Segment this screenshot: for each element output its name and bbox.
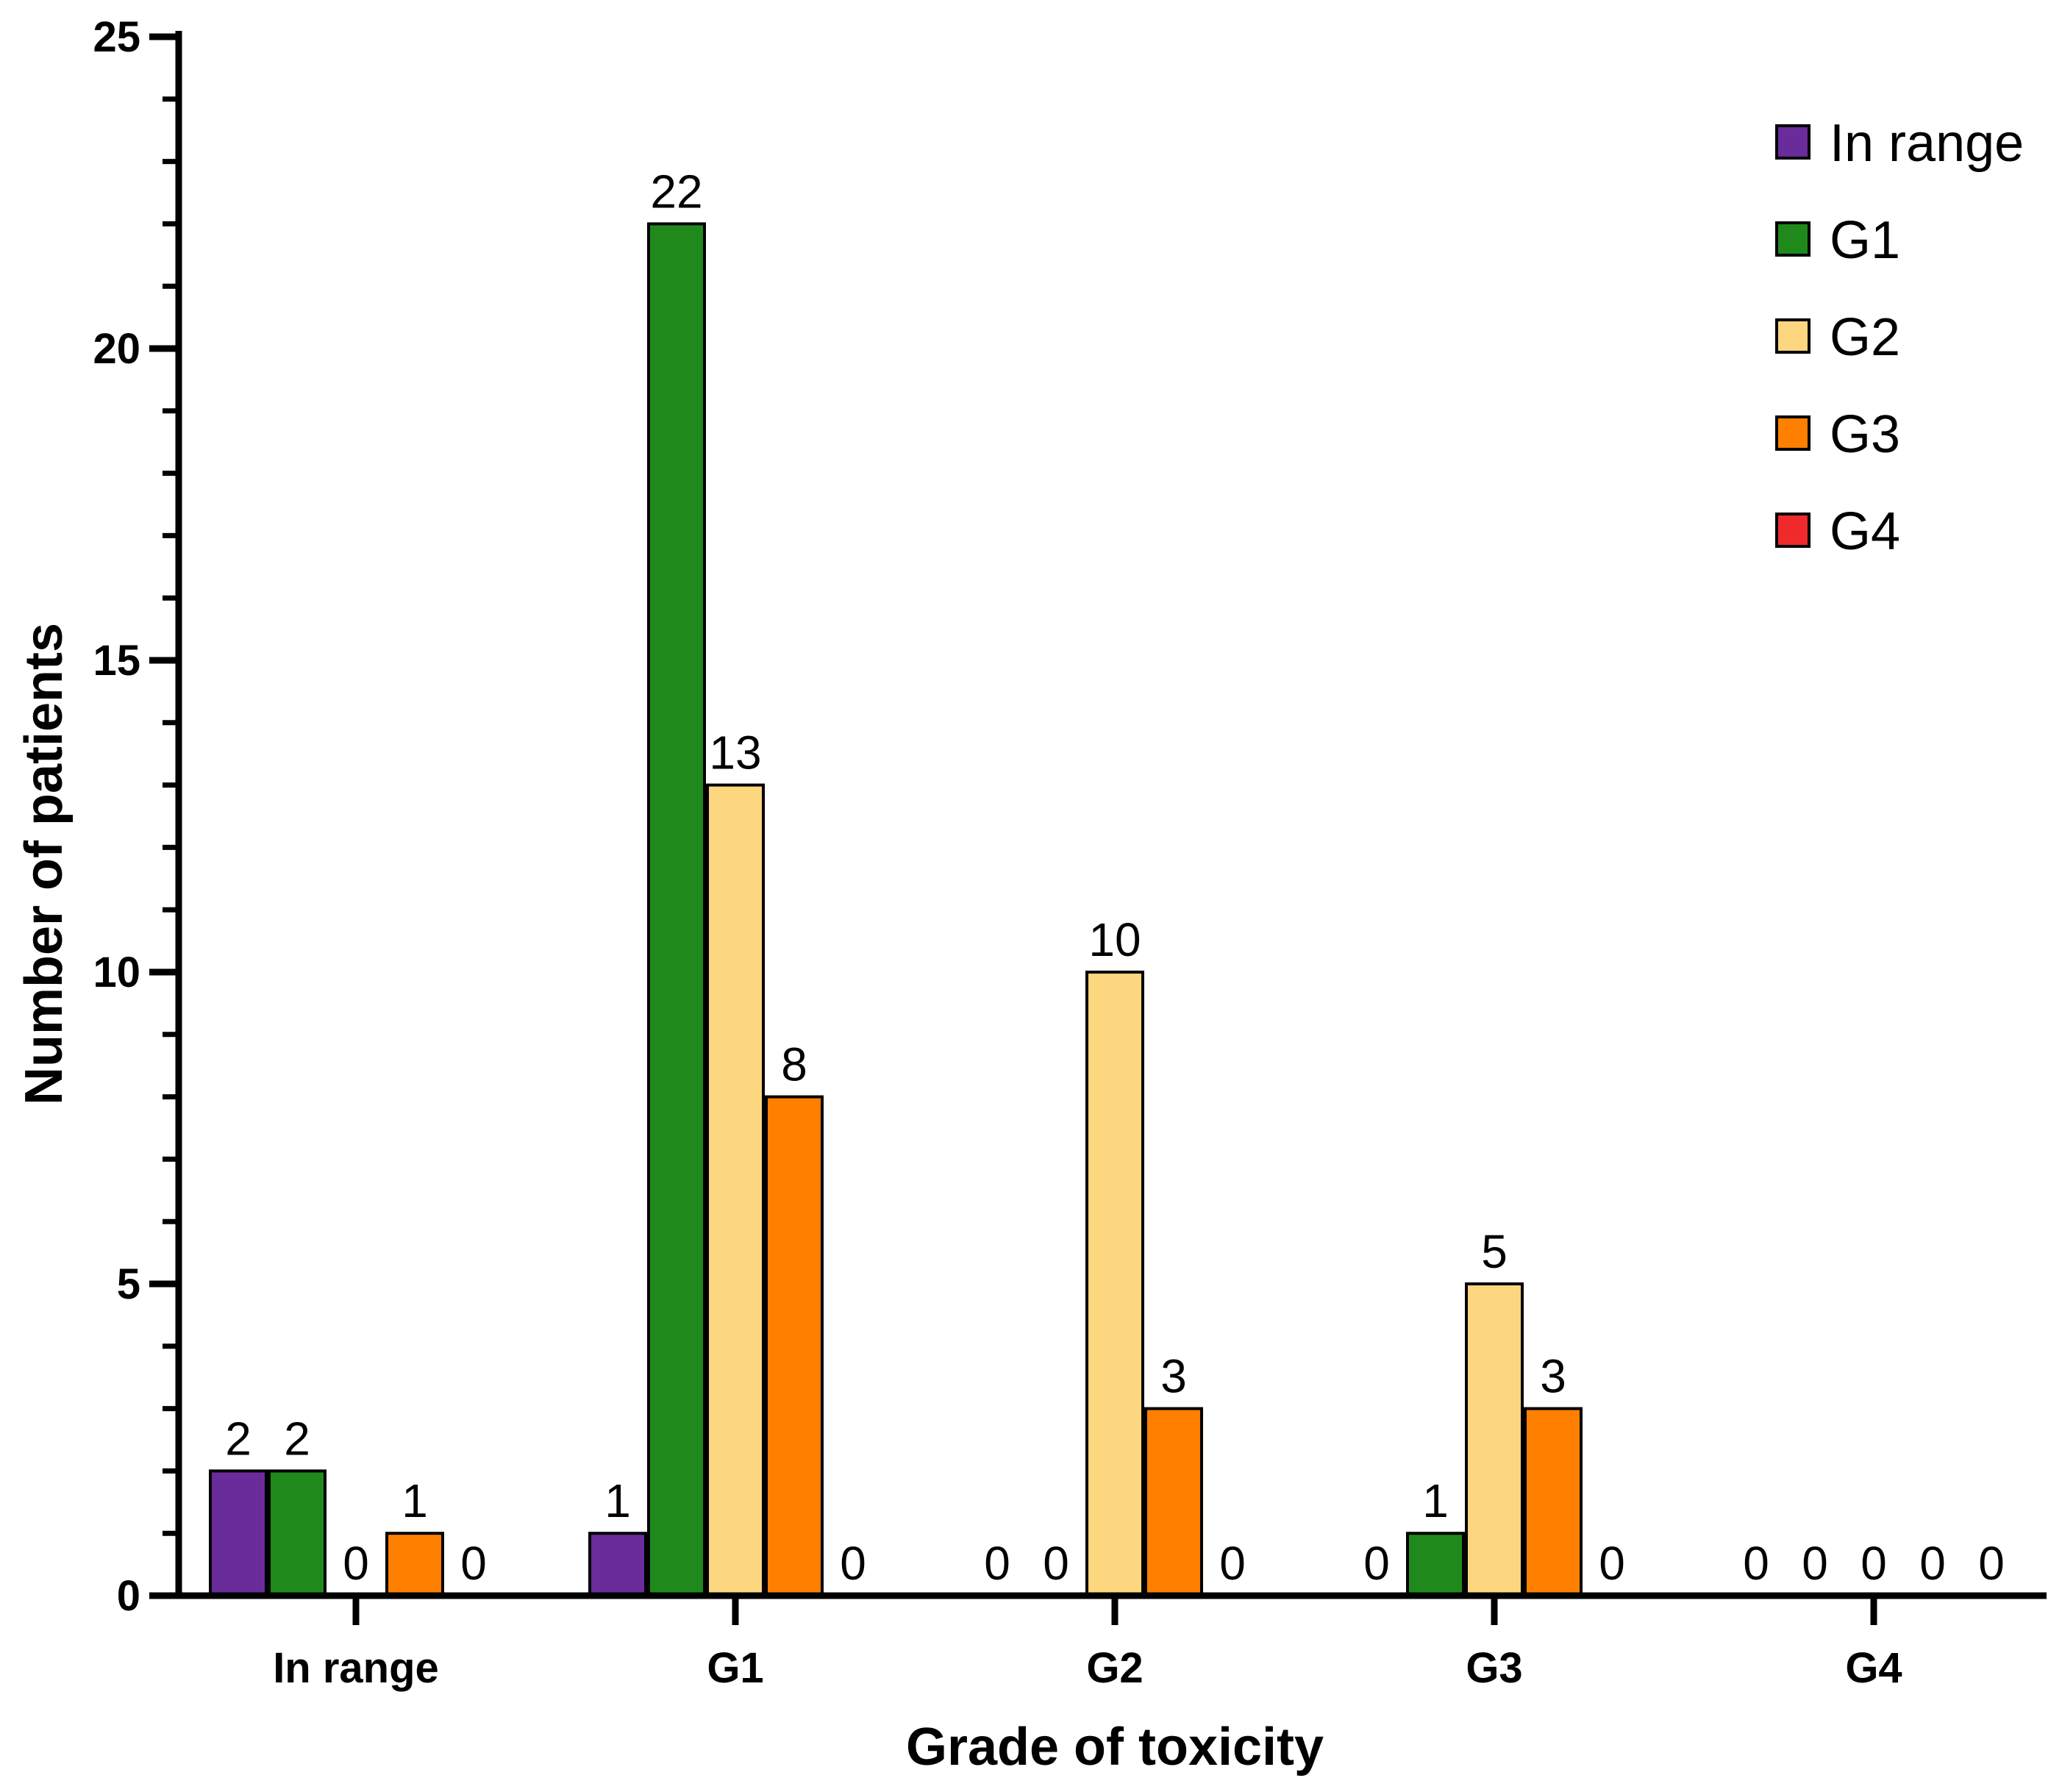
legend-label: G3 <box>1830 405 1900 464</box>
legend-label: G2 <box>1830 308 1900 367</box>
y-axis-title: Number of patients <box>15 623 74 1105</box>
data-label: 0 <box>1363 1537 1390 1590</box>
x-tick-label: G3 <box>1466 1644 1522 1692</box>
bar-g3-g1 <box>765 1095 824 1597</box>
legend-swatch <box>1775 415 1811 451</box>
x-tick-label: G4 <box>1845 1644 1902 1692</box>
bar-in-range-in-range <box>209 1469 268 1598</box>
data-label: 0 <box>1043 1537 1069 1590</box>
data-label: 0 <box>1861 1537 1887 1590</box>
data-label: 0 <box>460 1537 487 1590</box>
data-label: 1 <box>1422 1474 1449 1527</box>
data-label: 0 <box>1743 1537 1769 1590</box>
legend-label: In range <box>1830 114 2024 173</box>
data-label: 0 <box>1219 1537 1246 1590</box>
data-label: 0 <box>1802 1537 1828 1590</box>
x-tick-label: In range <box>273 1644 439 1692</box>
y-tick-label: 25 <box>93 13 140 61</box>
legend-swatch <box>1775 513 1811 548</box>
data-label: 0 <box>1919 1537 1946 1590</box>
data-label: 22 <box>650 165 702 218</box>
data-label: 0 <box>343 1537 369 1590</box>
legend-label: G1 <box>1830 211 1900 270</box>
bar-g2-g2 <box>1085 971 1144 1597</box>
x-tick-label: G2 <box>1086 1644 1143 1692</box>
data-label: 0 <box>840 1537 866 1590</box>
data-label: 0 <box>1599 1537 1625 1590</box>
bar-g1-g1 <box>647 222 706 1597</box>
legend-label: G4 <box>1830 502 1900 561</box>
y-tick-label: 10 <box>93 949 140 996</box>
y-tick-label: 15 <box>93 637 140 685</box>
x-tick-label: G1 <box>707 1644 763 1692</box>
y-tick-label: 5 <box>117 1260 140 1308</box>
data-label: 8 <box>781 1038 807 1091</box>
data-label: 1 <box>604 1474 631 1527</box>
bar-in-range-g1 <box>588 1532 647 1597</box>
legend-swatch <box>1775 221 1811 257</box>
data-label: 0 <box>984 1537 1010 1590</box>
data-label: 1 <box>402 1474 428 1527</box>
data-label: 13 <box>709 727 761 779</box>
data-label: 5 <box>1481 1225 1508 1278</box>
data-label: 10 <box>1088 913 1141 966</box>
bars <box>209 222 1583 1598</box>
legend: In range G1 G2 G3 G4 <box>1775 114 2024 561</box>
data-label: 0 <box>1978 1537 2005 1590</box>
legend-swatch <box>1775 124 1811 160</box>
bar-g1-in-range <box>268 1469 327 1598</box>
legend-swatch <box>1775 318 1811 354</box>
y-tick-label: 0 <box>117 1572 140 1620</box>
x-axis-title: Grade of toxicity <box>906 1718 1324 1777</box>
bar-g2-g1 <box>706 783 765 1597</box>
bar-g1-g3 <box>1406 1532 1465 1597</box>
bar-g3-g2 <box>1144 1407 1203 1597</box>
data-label: 3 <box>1540 1350 1566 1403</box>
data-label: 2 <box>225 1412 251 1465</box>
bar-g3-g3 <box>1524 1407 1583 1597</box>
bar-g2-g3 <box>1465 1282 1524 1597</box>
y-tick-label: 20 <box>93 325 140 373</box>
bar-g3-in-range <box>385 1532 444 1597</box>
data-label: 2 <box>284 1412 310 1465</box>
data-label: 3 <box>1160 1350 1187 1403</box>
